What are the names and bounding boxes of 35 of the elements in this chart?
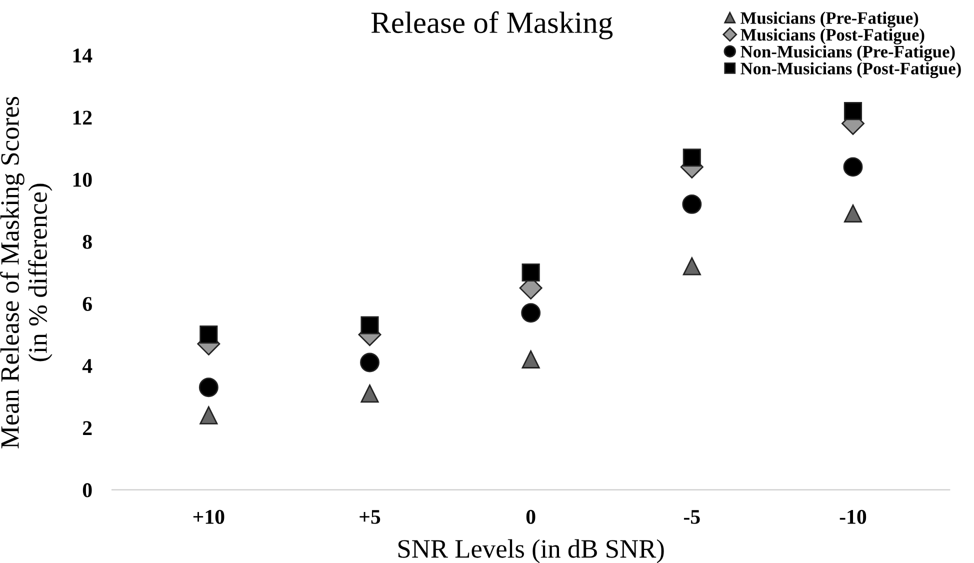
y-tick-label: 6: [82, 296, 92, 311]
y-tick-label: 2: [83, 421, 92, 435]
y-tick-label: 8: [82, 234, 92, 249]
point: [360, 316, 379, 334]
y-tick-label: 10: [73, 172, 92, 187]
point: [682, 257, 701, 276]
y-axis-title: Mean Release of Masking Scores (in % difference): [0, 96, 52, 448]
point: [843, 157, 863, 177]
point: [682, 148, 701, 167]
point: [360, 384, 379, 403]
x-tick-label: +5: [360, 510, 380, 524]
point: [522, 263, 540, 282]
y-tick-label: 14: [73, 48, 92, 62]
x-tick-label: -5: [684, 510, 700, 524]
point: [521, 303, 541, 323]
point: [200, 326, 218, 344]
legend-label: Non-Musicians (Pre-Fatigue): [740, 45, 955, 62]
point: [844, 204, 862, 223]
legend-label: Musicians (Post-Fatigue): [740, 28, 924, 44]
point: [682, 194, 702, 214]
y-tick-label: 0: [82, 483, 92, 498]
x-tick-label: 0: [526, 510, 536, 524]
x-axis-title: SNR Levels (in dB SNR): [398, 539, 664, 563]
point: [522, 350, 540, 368]
point: [844, 102, 862, 120]
y-tick-label: 4: [82, 359, 92, 373]
x-tick-label: +10: [193, 510, 224, 524]
point: [198, 378, 218, 398]
point: [360, 352, 380, 372]
point: [200, 406, 218, 424]
legend-label: Musicians (Pre-Fatigue): [740, 12, 918, 28]
legend-label: Non-Musicians (Post-Fatigue): [740, 62, 961, 78]
x-tick-label: -10: [840, 510, 866, 524]
chart-title: Release of Masking: [371, 11, 613, 40]
y-tick-label: 12: [73, 110, 92, 124]
